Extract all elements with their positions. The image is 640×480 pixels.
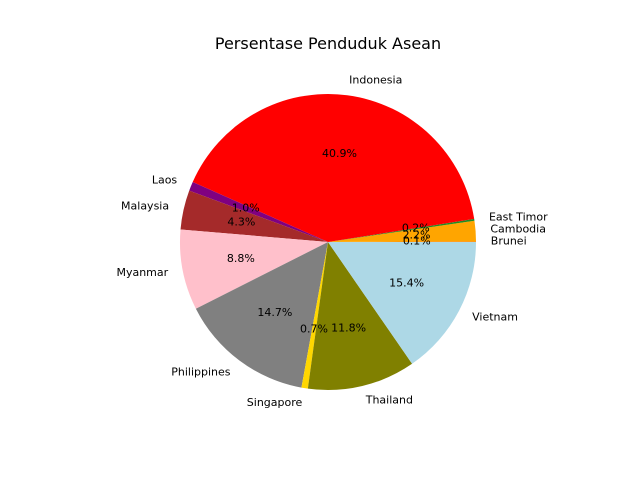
slice-percent-indonesia: 40.9% [322, 147, 357, 160]
pie-slice-thailand [307, 242, 413, 390]
slice-label-cambodia: Cambodia [490, 223, 546, 236]
pie-slice-east-timor [328, 218, 475, 242]
slice-percent-laos: 1.0% [232, 202, 260, 215]
pie-slice-singapore [301, 242, 328, 389]
slice-percent-myanmar: 8.8% [227, 252, 255, 265]
slice-label-brunei: Brunei [491, 234, 527, 247]
chart-title: Persentase Penduduk Asean [215, 34, 441, 53]
pie-slice-brunei [328, 241, 476, 242]
slice-label-philippines: Philippines [171, 365, 231, 378]
slice-percent-philippines: 14.7% [257, 306, 292, 319]
pie-labels: Brunei 0.1% Cambodia 2.2% East Timor 0.2% Indo… [116, 74, 548, 409]
slice-percent-cambodia: 2.2% [403, 228, 431, 241]
slice-label-malaysia: Malaysia [121, 200, 169, 213]
slice-label-singapore: Singapore [247, 396, 303, 409]
pie-slice-laos [189, 182, 328, 242]
slice-label-east-timor: East Timor [489, 211, 548, 224]
pie-slices [179, 93, 476, 390]
pie-slice-philippines [195, 242, 328, 388]
slice-label-myanmar: Myanmar [116, 266, 168, 279]
slice-percent-vietnam: 15.4% [389, 276, 424, 289]
pie-slice-myanmar [179, 229, 328, 309]
slice-percent-east-timor: 0.2% [402, 222, 430, 235]
pie-slice-malaysia [180, 190, 328, 242]
slice-label-thailand: Thailand [365, 393, 413, 406]
slice-percent-thailand: 11.8% [331, 321, 366, 334]
slice-percent-malaysia: 4.3% [227, 216, 255, 229]
slice-percent-brunei: 0.1% [403, 235, 431, 248]
pie-slice-indonesia [192, 93, 475, 242]
slice-label-vietnam: Vietnam [472, 311, 518, 324]
slice-percent-singapore: 0.7% [300, 323, 328, 336]
slice-label-indonesia: Indonesia [349, 74, 402, 87]
slice-label-laos: Laos [152, 174, 178, 187]
pie-slice-cambodia [328, 220, 476, 242]
pie-slice-vietnam [328, 242, 476, 364]
